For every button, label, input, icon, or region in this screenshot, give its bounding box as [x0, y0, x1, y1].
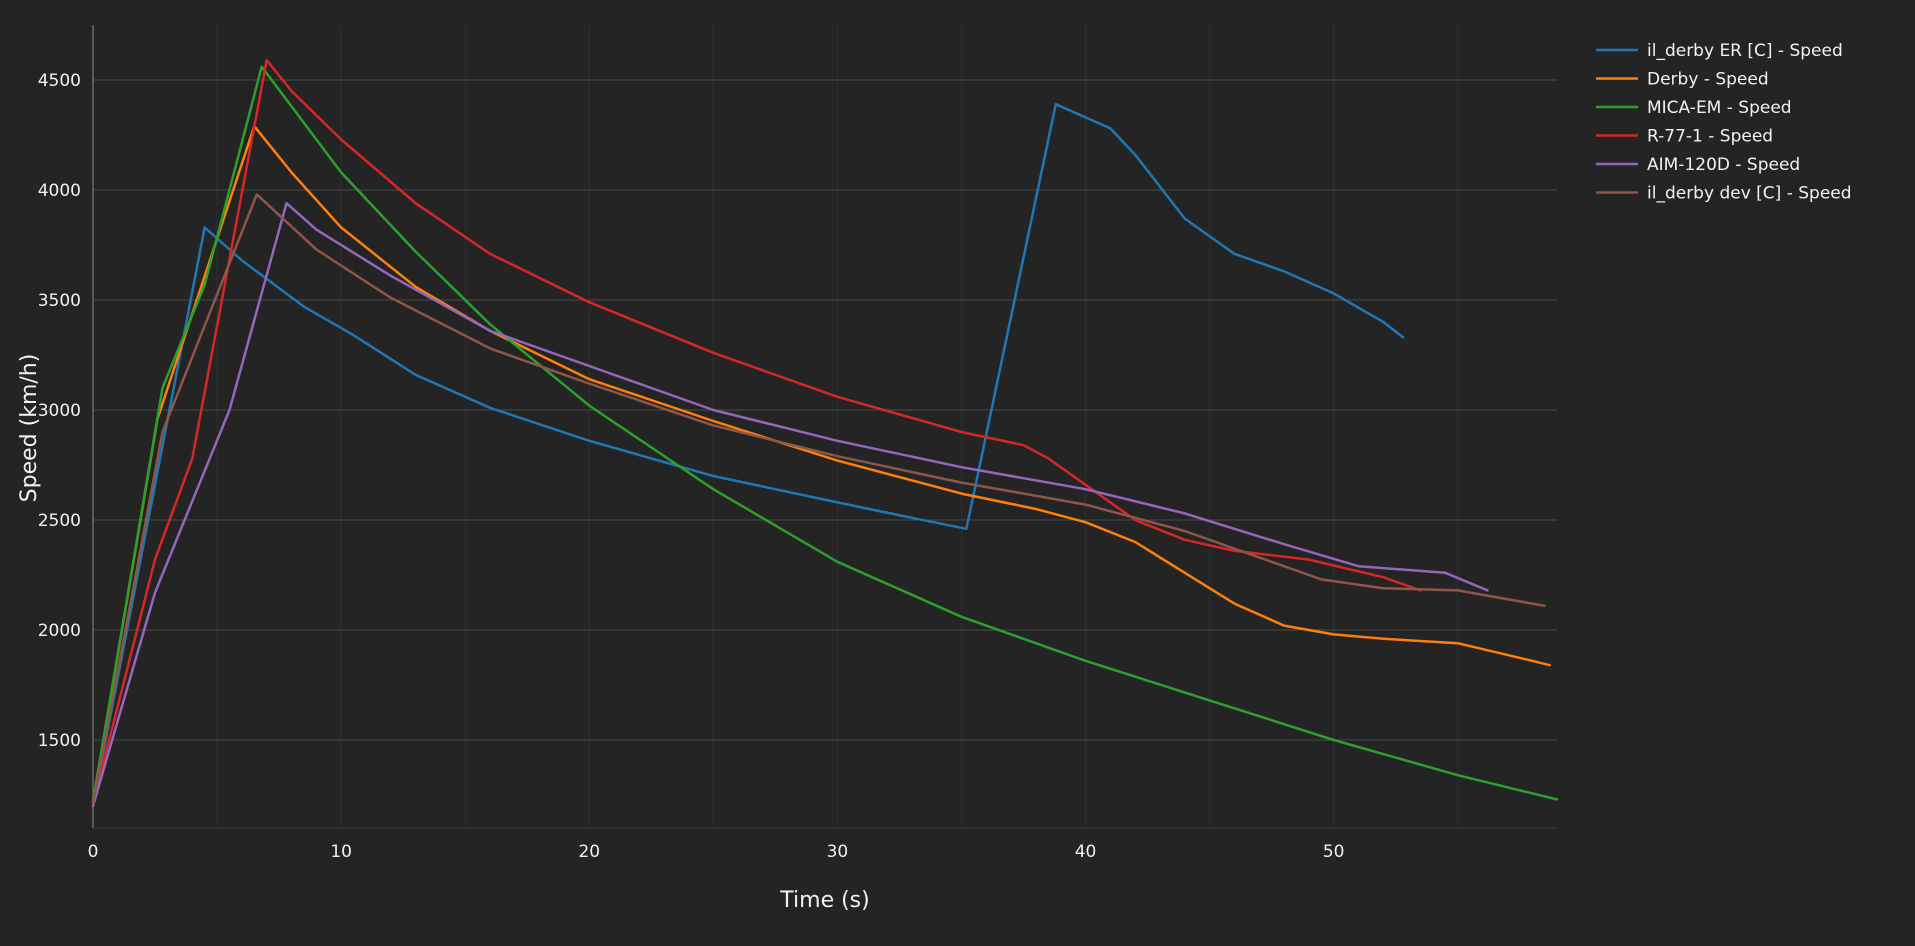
y-tick-label: 2000	[38, 621, 81, 641]
x-tick-label: 20	[578, 842, 600, 862]
plot-area	[91, 58, 1559, 808]
x-tick-label: 0	[88, 842, 99, 862]
y-tick-label: 3000	[38, 401, 81, 421]
legend-item-6[interactable]: il_derby dev [C] - Speed	[1596, 184, 1852, 204]
legend-label: il_derby dev [C] - Speed	[1647, 184, 1852, 204]
series-line-2	[91, 124, 1551, 803]
legend-label: R-77-1 - Speed	[1647, 127, 1773, 147]
y-axis-title: Speed (km/h)	[17, 354, 42, 503]
series-line-3	[91, 65, 1559, 803]
y-tick-label: 1500	[38, 731, 81, 751]
series-line-4	[91, 58, 1422, 806]
x-tick-label: 40	[1075, 842, 1097, 862]
legend-label: AIM-120D - Speed	[1647, 155, 1800, 175]
legend-item-4[interactable]: R-77-1 - Speed	[1596, 127, 1773, 147]
series-line-5	[91, 201, 1489, 808]
legend-item-2[interactable]: Derby - Speed	[1596, 70, 1769, 90]
legend: il_derby ER [C] - Speed Derby - Speed MICA…	[1596, 41, 1852, 204]
legend-item-3[interactable]: MICA-EM - Speed	[1596, 98, 1792, 118]
legend-label: Derby - Speed	[1647, 70, 1769, 90]
x-tick-label: 10	[330, 842, 352, 862]
legend-label: il_derby ER [C] - Speed	[1647, 41, 1843, 61]
y-tick-label: 4000	[38, 181, 81, 201]
x-tick-label: 50	[1323, 842, 1345, 862]
y-tick-label: 4500	[38, 71, 81, 91]
series-line-6	[91, 193, 1546, 806]
legend-item-5[interactable]: AIM-120D - Speed	[1596, 155, 1800, 175]
y-tick-label: 2500	[38, 511, 81, 531]
x-tick-label: 30	[827, 842, 849, 862]
axes: 1500 2000 2500 3000 3500 4000 4500 0 10 20 30 40 50	[38, 25, 1557, 862]
series-line-1	[91, 102, 1405, 808]
legend-item-1[interactable]: il_derby ER [C] - Speed	[1596, 41, 1843, 61]
legend-label: MICA-EM - Speed	[1647, 98, 1792, 118]
y-tick-label: 3500	[38, 291, 81, 311]
x-axis-title: Time (s)	[779, 888, 869, 913]
